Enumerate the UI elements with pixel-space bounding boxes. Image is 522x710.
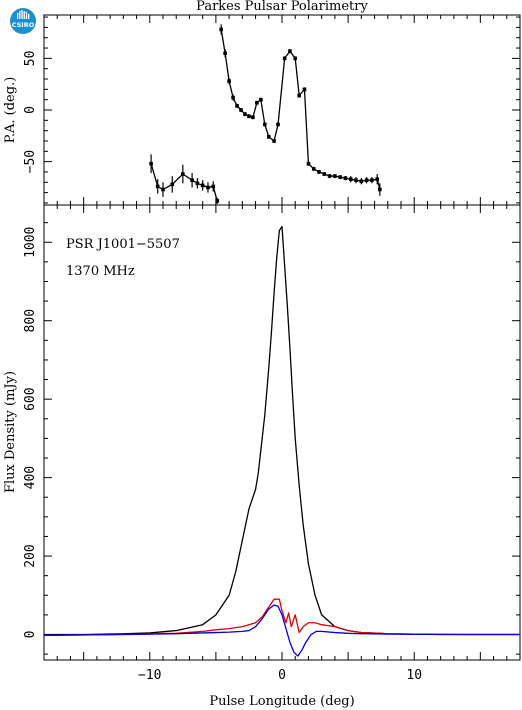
pa-point	[227, 79, 231, 83]
logo-text: CSIRO	[12, 21, 35, 29]
pa-point	[302, 87, 307, 92]
pa-point	[215, 199, 220, 203]
pa-point	[282, 56, 287, 61]
pa-point	[348, 177, 353, 181]
y-tick-label: 800	[23, 309, 38, 332]
pa-point	[338, 175, 342, 179]
flux-ylabel: Flux Density (mJy)	[3, 371, 18, 493]
pa-point	[311, 167, 316, 171]
pa-point	[206, 185, 210, 190]
pa-point	[322, 172, 327, 176]
pa-point	[364, 178, 369, 183]
pa-point	[239, 108, 243, 112]
pa-point	[297, 93, 301, 98]
pa-point	[190, 178, 194, 183]
pa-point	[293, 56, 298, 61]
x-tick-label: −10	[138, 668, 161, 683]
pa-point	[247, 114, 251, 118]
pa-series-line	[150, 163, 218, 202]
y-tick-label: 0	[23, 631, 38, 639]
pa-point	[255, 100, 259, 105]
position-angle-panel: −50 0 50 P.A. (deg.)	[3, 14, 521, 206]
pa-point	[263, 122, 267, 127]
y-tick-label: 1000	[23, 227, 38, 258]
pa-point	[343, 176, 348, 180]
pa-point	[149, 161, 153, 166]
pa-marks	[149, 24, 382, 204]
logo-bars-icon	[17, 10, 30, 19]
flux-series-line	[43, 604, 520, 657]
pa-point	[251, 115, 255, 120]
pa-point	[375, 177, 379, 181]
pa-point	[231, 95, 235, 100]
pa-point	[235, 104, 239, 108]
pa-point	[272, 139, 276, 143]
frequency-label: 1370 MHz	[66, 264, 135, 279]
pa-point	[378, 187, 382, 192]
psr-name-label: PSR J1001−5507	[66, 237, 180, 252]
pa-point	[333, 174, 337, 178]
pa-point	[276, 122, 280, 127]
y-tick-label: 400	[23, 466, 38, 489]
pa-point	[288, 49, 292, 53]
pa-point	[200, 183, 205, 188]
flux-xlabel: Pulse Longitude (deg)	[209, 694, 354, 709]
x-tick-label: 0	[278, 668, 286, 683]
pa-point	[223, 51, 227, 56]
pa-point	[370, 178, 374, 183]
pa-point	[195, 181, 200, 186]
logo-circle	[10, 8, 36, 34]
pa-point	[161, 187, 165, 192]
pa-series-line	[220, 29, 381, 190]
pa-point	[155, 184, 160, 189]
y-tick-label: −50	[23, 150, 38, 173]
pa-point	[306, 161, 311, 166]
csiro-logo: CSIRO	[10, 8, 36, 34]
pa-point	[327, 174, 332, 178]
pa-point	[211, 184, 216, 189]
pa-point	[170, 182, 175, 187]
pa-point	[219, 27, 223, 32]
x-tick-label: 10	[406, 668, 422, 683]
pa-ylabel: P.A. (deg.)	[3, 77, 18, 144]
pa-point	[181, 172, 185, 176]
y-tick-label: 50	[23, 51, 38, 67]
pa-point	[354, 178, 358, 183]
y-tick-label: 600	[23, 387, 38, 410]
chart-title: Parkes Pulsar Polarimetry	[196, 0, 368, 14]
pa-point	[259, 97, 263, 102]
flux-series-line	[43, 598, 520, 636]
y-tick-label: 200	[23, 544, 38, 567]
y-tick-label: 0	[23, 106, 38, 114]
pa-point	[266, 135, 271, 139]
pa-point	[359, 179, 364, 184]
pa-point	[243, 112, 247, 116]
pa-frame	[43, 14, 521, 206]
flux-lines	[43, 225, 520, 657]
flux-series-line	[44, 225, 520, 636]
pa-point	[317, 170, 321, 174]
pa-ticks: −50 0 50	[23, 15, 521, 205]
